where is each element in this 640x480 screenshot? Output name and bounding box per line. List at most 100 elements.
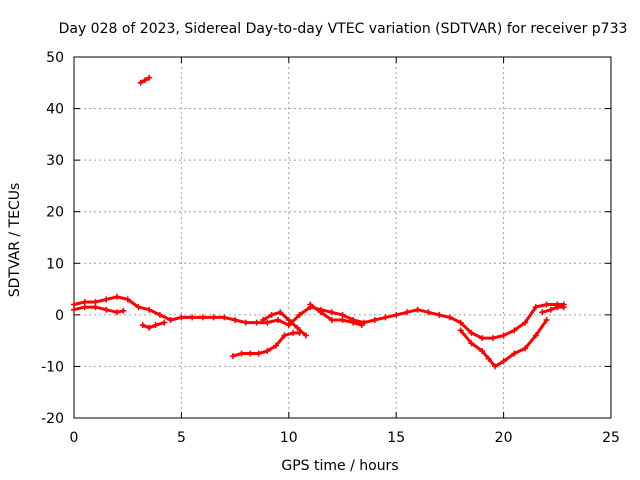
x-tick-label: 0 bbox=[70, 430, 79, 446]
y-axis-label: SDTVAR / TECUs bbox=[7, 183, 23, 298]
data-point bbox=[146, 74, 153, 81]
series-line bbox=[72, 295, 566, 340]
data-point bbox=[560, 304, 567, 311]
data-point bbox=[543, 301, 550, 308]
data-point bbox=[511, 350, 518, 357]
data-point bbox=[522, 319, 529, 326]
data-point bbox=[135, 304, 142, 311]
data-point bbox=[92, 298, 99, 305]
data-point bbox=[103, 296, 110, 303]
data-point bbox=[238, 350, 245, 357]
data-point bbox=[358, 322, 365, 329]
series-line bbox=[540, 305, 566, 314]
series-track-lower-a bbox=[71, 304, 127, 316]
data-point bbox=[318, 309, 325, 316]
data-point bbox=[264, 347, 271, 354]
data-point bbox=[120, 307, 127, 314]
series-track-dip-d bbox=[457, 317, 550, 370]
data-point bbox=[294, 324, 301, 331]
series-track-outlier bbox=[137, 74, 153, 86]
data-point bbox=[167, 317, 174, 324]
data-point bbox=[156, 311, 163, 318]
data-point bbox=[81, 298, 88, 305]
data-point bbox=[414, 306, 421, 313]
data-point bbox=[277, 309, 284, 316]
data-point bbox=[382, 314, 389, 321]
data-point bbox=[71, 301, 77, 308]
data-point bbox=[290, 329, 297, 336]
y-tick-label: 50 bbox=[46, 50, 64, 66]
data-point bbox=[532, 332, 539, 339]
data-point bbox=[511, 327, 518, 334]
data-point bbox=[146, 306, 153, 313]
data-series bbox=[71, 74, 567, 370]
data-point bbox=[500, 332, 507, 339]
data-point bbox=[247, 350, 254, 357]
data-point bbox=[393, 311, 400, 318]
data-point bbox=[339, 311, 346, 318]
x-tick-label: 5 bbox=[177, 430, 186, 446]
data-point bbox=[485, 355, 492, 362]
data-point bbox=[296, 311, 303, 318]
x-tick-label: 20 bbox=[495, 430, 513, 446]
data-point bbox=[189, 314, 196, 321]
data-point bbox=[285, 322, 292, 329]
series-track-dip-e bbox=[539, 304, 567, 316]
data-point bbox=[532, 304, 539, 311]
x-axis-label: GPS time / hours bbox=[281, 458, 398, 474]
data-point bbox=[229, 353, 236, 360]
data-point bbox=[264, 319, 271, 326]
x-tick-label: 10 bbox=[280, 430, 298, 446]
data-point bbox=[554, 304, 561, 311]
data-point bbox=[479, 347, 486, 354]
data-point bbox=[543, 317, 550, 324]
data-point bbox=[350, 319, 357, 326]
data-point bbox=[492, 363, 499, 370]
data-point bbox=[137, 79, 144, 86]
data-point bbox=[161, 319, 168, 326]
data-point bbox=[81, 304, 88, 311]
data-point bbox=[285, 317, 292, 324]
data-point bbox=[425, 309, 432, 316]
series-track-dip-c bbox=[307, 301, 365, 329]
data-point bbox=[302, 332, 309, 339]
plot-frame bbox=[73, 56, 612, 419]
data-point bbox=[500, 358, 507, 365]
data-point bbox=[152, 322, 159, 329]
series-line bbox=[72, 305, 125, 314]
data-point bbox=[268, 311, 275, 318]
data-point bbox=[539, 309, 546, 316]
series-track-dip-a bbox=[229, 329, 303, 360]
data-point bbox=[260, 317, 267, 324]
y-tick-label: 20 bbox=[46, 205, 64, 221]
y-tick-label: 10 bbox=[46, 256, 64, 272]
chart-title: Day 028 of 2023, Sidereal Day-to-day VTE… bbox=[59, 21, 628, 37]
data-point bbox=[371, 317, 378, 324]
series-line bbox=[141, 321, 166, 330]
y-tick-label: 0 bbox=[55, 308, 64, 324]
data-point bbox=[479, 335, 486, 342]
data-point bbox=[92, 304, 99, 311]
data-point bbox=[124, 296, 131, 303]
series-line bbox=[261, 310, 308, 337]
data-point bbox=[210, 314, 217, 321]
data-point bbox=[307, 301, 314, 308]
data-point bbox=[178, 314, 185, 321]
data-point bbox=[281, 332, 288, 339]
data-point bbox=[272, 342, 279, 349]
data-point bbox=[328, 309, 335, 316]
y-axis: -20 -10 0 10 20 30 40 50 bbox=[41, 50, 611, 427]
x-tick-label: 15 bbox=[387, 430, 405, 446]
data-point bbox=[199, 314, 206, 321]
data-point bbox=[457, 327, 464, 334]
data-point bbox=[339, 317, 346, 324]
data-point bbox=[221, 314, 228, 321]
data-point bbox=[446, 314, 453, 321]
data-point bbox=[403, 309, 410, 316]
x-axis: 0 5 10 15 20 25 bbox=[70, 57, 620, 446]
data-point bbox=[141, 77, 148, 84]
data-point bbox=[139, 322, 146, 329]
series-track-dip-b bbox=[260, 309, 309, 339]
data-point bbox=[457, 319, 464, 326]
series-line bbox=[231, 331, 301, 358]
